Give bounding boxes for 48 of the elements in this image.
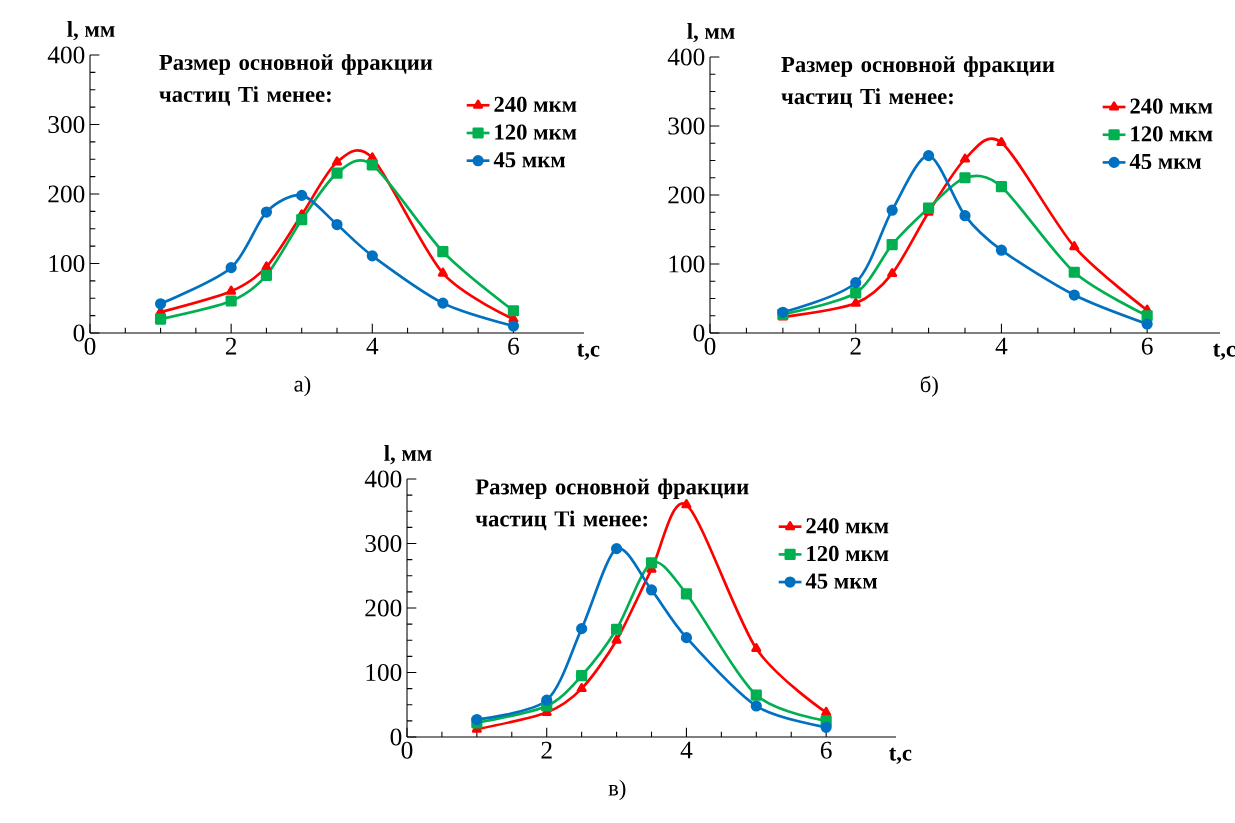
x-tick-label: 2 (541, 741, 552, 759)
y-tick-label: 100 (366, 663, 402, 682)
legend-label: 45 мкм (1129, 153, 1201, 170)
legend-label: 120 мкм (495, 124, 577, 140)
y-tick-label: 100 (669, 255, 705, 273)
y-tick-label: 400 (364, 470, 402, 488)
x-tick-label: 6 (1141, 337, 1153, 355)
x-axis-title: t,с (577, 343, 600, 360)
legend-label: 45 мкм (805, 573, 878, 589)
legend-label: 240 мкм (806, 518, 889, 534)
x-axis-title: t,с (889, 747, 912, 764)
y-tick-label: 400 (667, 48, 705, 66)
x-tick-label: 0 (84, 337, 96, 355)
y-tick-label: 200 (48, 185, 85, 203)
legend-title: Размер основной фракции частиц Ti менее: (781, 56, 1055, 108)
y-tick-label: 0 (390, 728, 402, 746)
x-tick-label: 2 (225, 337, 237, 355)
y-axis-title: l, мм (67, 21, 115, 41)
text: б) (920, 375, 938, 397)
y-tick-label: 300 (668, 117, 705, 135)
legend-label: 240 мкм (1130, 98, 1213, 114)
y-tick-label: 0 (73, 324, 85, 342)
x-tick-label: 4 (995, 337, 1008, 355)
y-tick-label: 200 (365, 599, 402, 617)
y-tick-label: 200 (668, 186, 705, 204)
x-tick-label: 0 (401, 741, 413, 759)
y-tick-label: 400 (47, 46, 85, 64)
x-tick-label: 4 (680, 741, 693, 759)
legend-label: 45 мкм (493, 152, 566, 168)
legend-label: 240 мкм (494, 96, 577, 113)
y-axis-title: l, мм (687, 23, 735, 43)
legend-title: Размер основной фракции частиц Ti менее: (159, 54, 433, 106)
y-tick-label: 100 (49, 254, 85, 273)
y-tick-label: 300 (365, 534, 402, 553)
y-axis-title: l, мм (384, 445, 432, 465)
x-tick-label: 0 (704, 337, 716, 355)
y-tick-label: 0 (693, 324, 705, 342)
x-axis-title: t,с (1213, 343, 1235, 360)
legend-label: 120 мкм (1131, 126, 1213, 142)
x-tick-label: 6 (508, 337, 519, 355)
text: в) (608, 779, 626, 801)
x-tick-label: 6 (820, 741, 832, 759)
legend-title: Размер основной фракции частиц Ti менее: (475, 478, 749, 531)
legend-label: 120 мкм (807, 545, 889, 562)
x-tick-label: 2 (850, 337, 861, 355)
text: а) (294, 375, 311, 397)
x-tick-label: 4 (366, 337, 379, 355)
y-tick-label: 300 (48, 115, 85, 134)
